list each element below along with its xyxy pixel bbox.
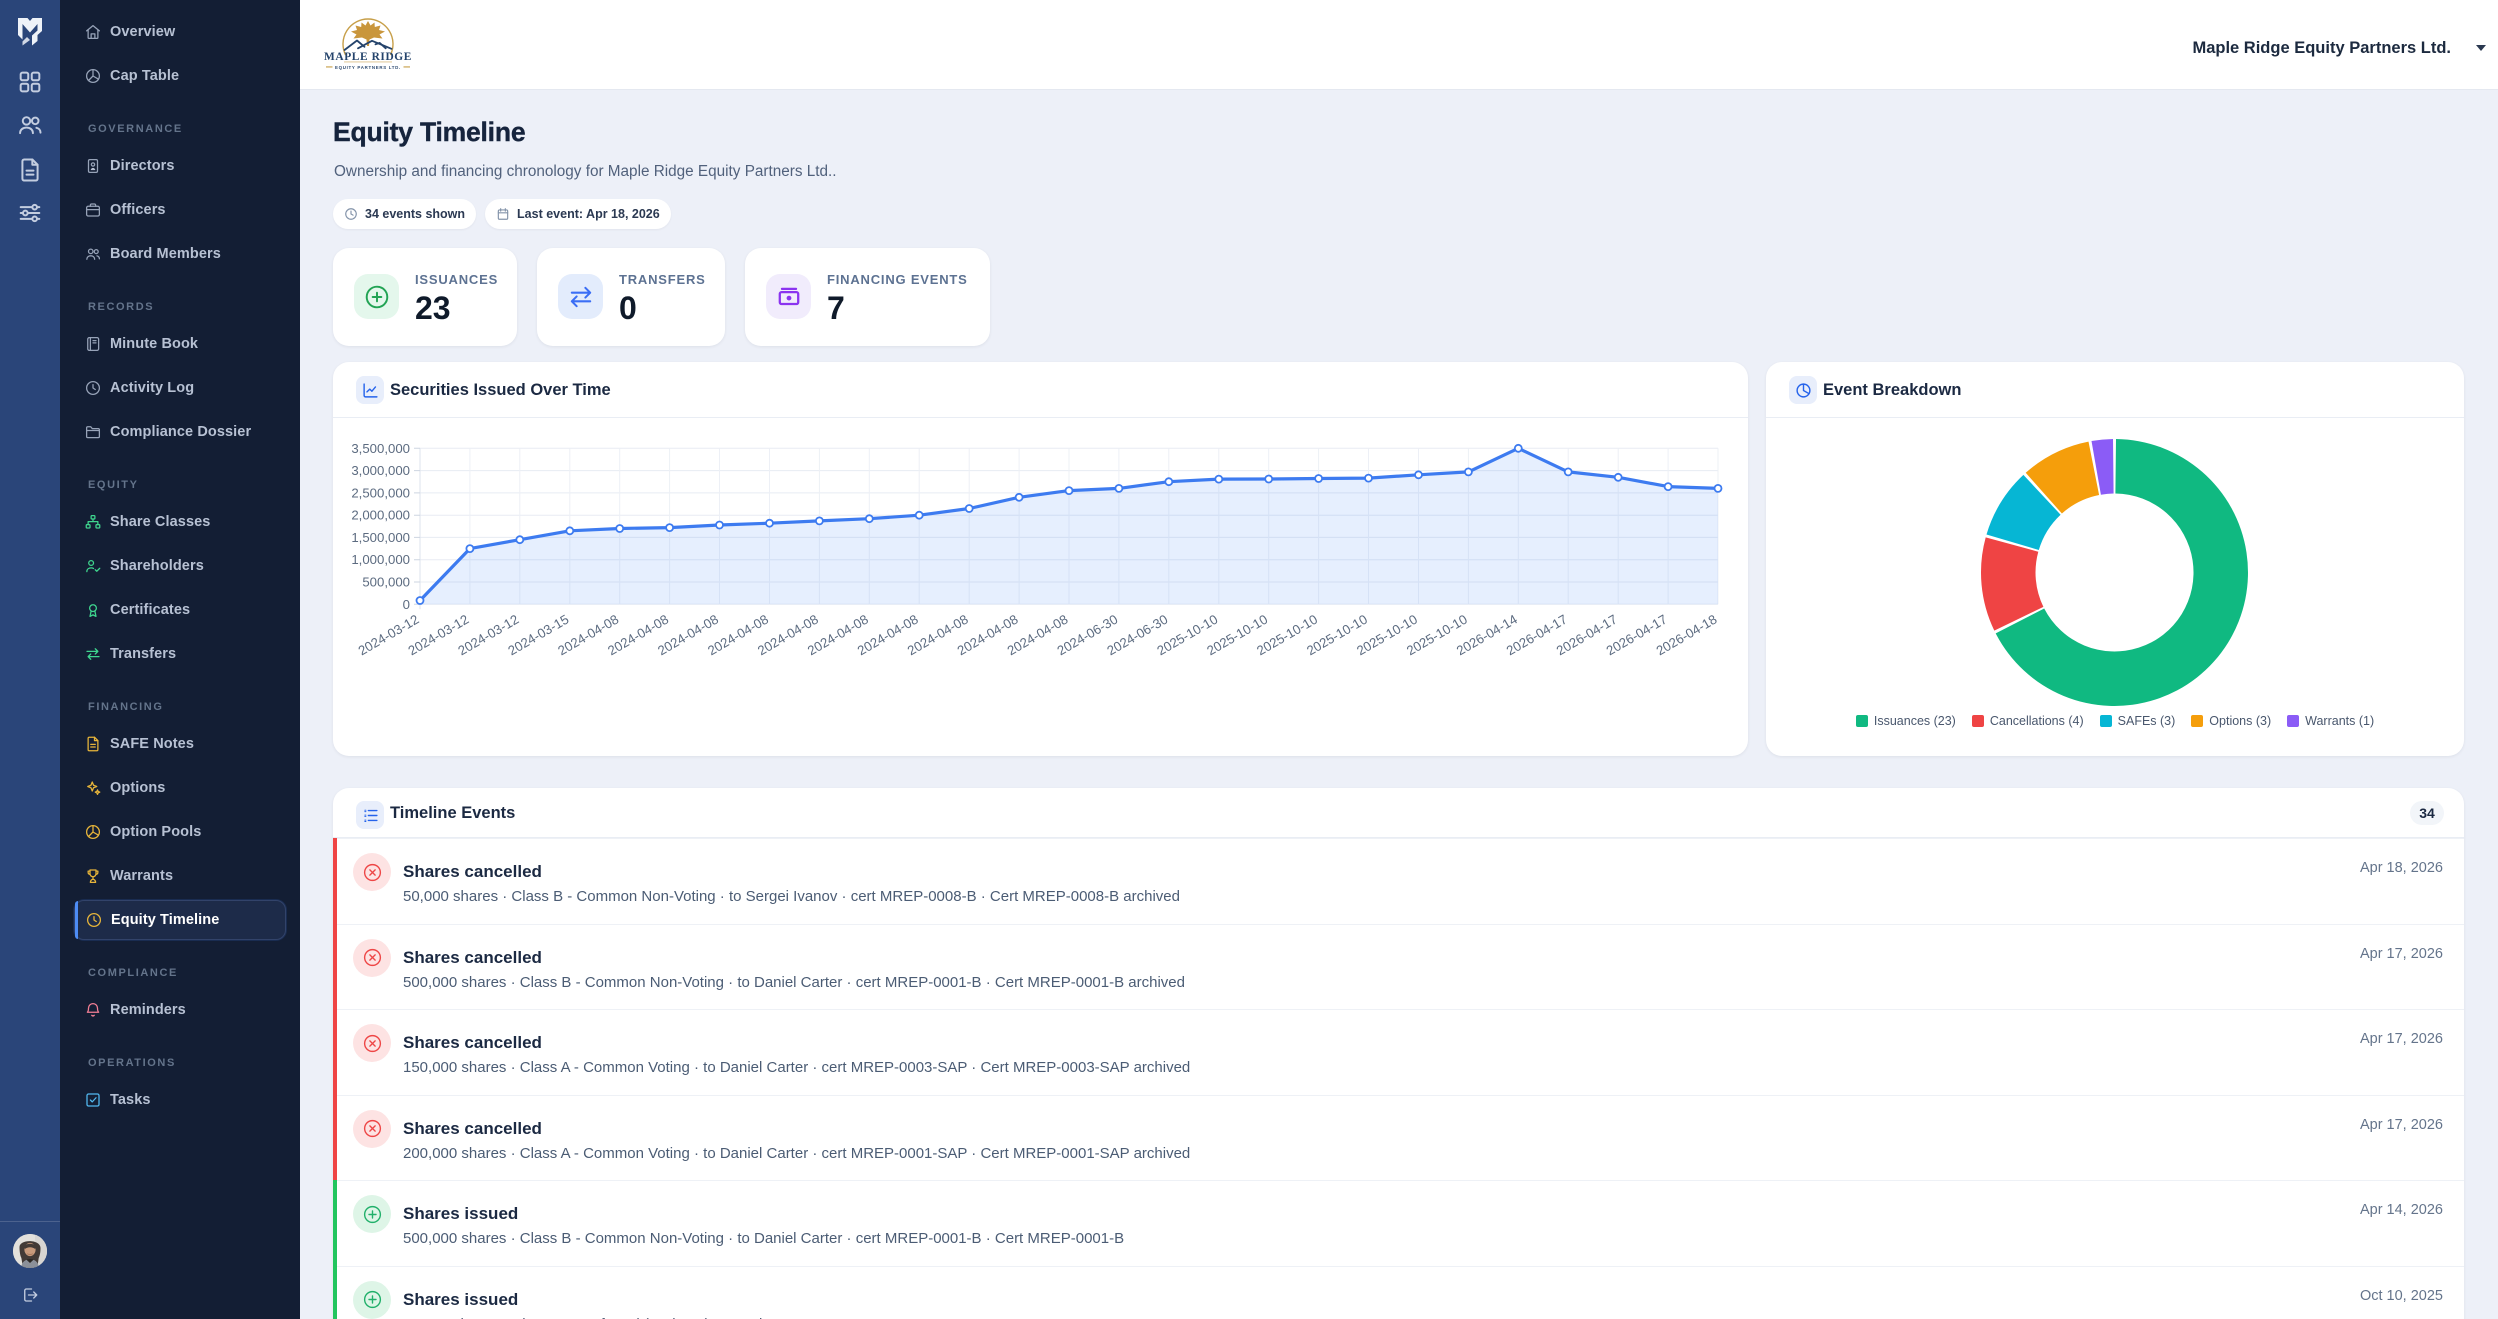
svg-text:2,000,000: 2,000,000 [351, 508, 410, 523]
svg-text:0: 0 [403, 597, 410, 612]
svg-text:EQUITY PARTNERS LTD.: EQUITY PARTNERS LTD. [335, 65, 401, 70]
svg-text:3,500,000: 3,500,000 [351, 441, 410, 456]
svg-text:MAPLE RIDGE: MAPLE RIDGE [324, 51, 412, 63]
svg-text:3,000,000: 3,000,000 [351, 463, 410, 478]
svg-text:1,000,000: 1,000,000 [351, 552, 410, 567]
svg-text:1,500,000: 1,500,000 [351, 530, 410, 545]
svg-text:2,500,000: 2,500,000 [351, 485, 410, 500]
svg-text:500,000: 500,000 [362, 575, 410, 590]
